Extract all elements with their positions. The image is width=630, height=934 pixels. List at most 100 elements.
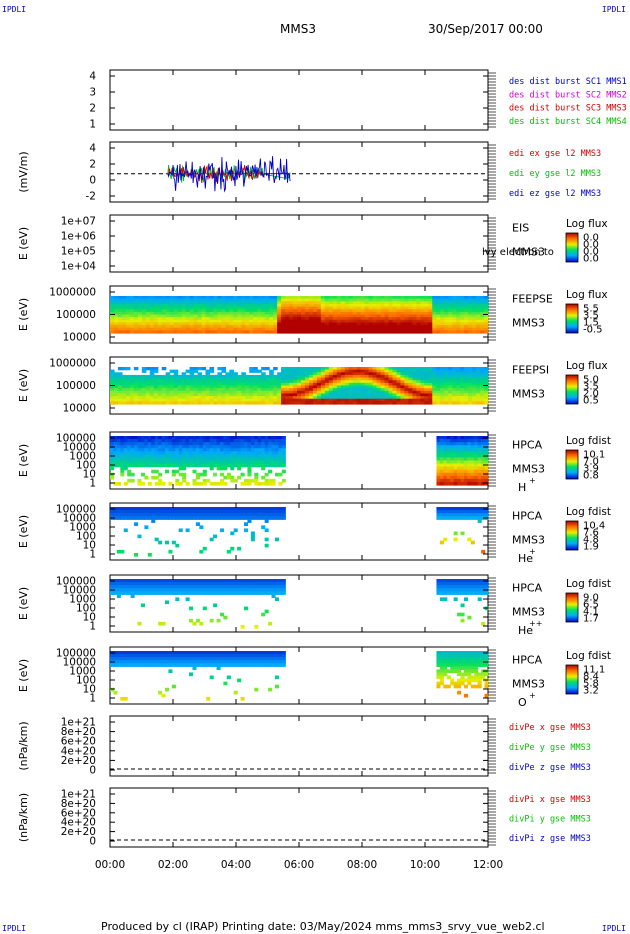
spectro-cell [376, 372, 382, 376]
spectro-cell [480, 385, 485, 389]
spectro-cell [161, 317, 167, 321]
spectro-cell [209, 380, 215, 384]
spectro-cell [450, 442, 455, 446]
spectro-cell [185, 651, 190, 655]
spectro-cell [439, 675, 444, 680]
spectro-cell [400, 303, 406, 308]
spectro-cell [344, 317, 350, 321]
instrument-label: FEEPSI [512, 364, 549, 377]
spectro-cell [348, 306, 354, 310]
spectro-cell [472, 367, 477, 371]
spectro-cell [412, 309, 417, 313]
spectro-cell [278, 472, 283, 477]
spectro-cell [432, 393, 437, 397]
spectro-cell [141, 303, 147, 308]
spectro-cell [472, 303, 477, 308]
spectro-cell [285, 385, 290, 389]
spectro-cell [185, 298, 191, 302]
spectro-cell [145, 330, 151, 334]
spectro-cell [439, 457, 444, 462]
spectro-cell [289, 377, 294, 381]
spectro-cell [153, 398, 159, 402]
spectro-cell [245, 374, 250, 379]
spectro-cell [457, 463, 462, 468]
spectro-cell [157, 393, 163, 397]
spectro-cell [249, 301, 254, 305]
spectro-cell [432, 369, 437, 373]
spectro-cell [356, 372, 362, 376]
spectro-cell [380, 396, 386, 400]
spectro-cell [185, 306, 191, 310]
spectro-cell [265, 314, 270, 318]
spectro-cell [392, 369, 398, 373]
spectro-cell [477, 582, 482, 586]
spectro-cell [412, 380, 417, 384]
spectro-cell [453, 454, 458, 459]
charge-label: + [529, 476, 536, 485]
spectro-cell [271, 442, 276, 446]
spectro-cell [332, 377, 338, 381]
spectro-cell [182, 475, 187, 480]
spectro-cell [265, 298, 270, 302]
spectro-cell [151, 451, 156, 455]
spectro-cell [484, 385, 489, 389]
spectro-cell [368, 390, 374, 395]
colorbar [565, 592, 579, 623]
ytick-label: 1e+06 [61, 231, 97, 243]
spectro-cell [168, 591, 173, 595]
spectro-cell [278, 513, 283, 517]
spectro-cell [277, 325, 282, 329]
spectro-cell [257, 382, 262, 387]
spectro-cell [424, 314, 429, 318]
spectro-cell [460, 311, 465, 316]
spectro-cell [247, 591, 252, 595]
spectro-cell [247, 457, 252, 462]
spectro-cell [368, 369, 374, 373]
spectro-cell [477, 591, 482, 595]
spectro-cell [446, 442, 451, 446]
spectro-cell [153, 380, 159, 384]
spectro-cell [281, 457, 286, 462]
spectro-cell [470, 591, 475, 595]
spectro-cell [324, 398, 330, 402]
spectro-cell [484, 582, 489, 586]
spectro-cell [253, 382, 258, 387]
spectro-cell [384, 298, 390, 302]
spectro-cell [360, 398, 366, 402]
spectro-cell [400, 369, 406, 373]
spectro-cell [308, 309, 314, 313]
spectro-cell [209, 325, 215, 329]
spectro-cell [408, 298, 413, 302]
spectro-cell [340, 369, 346, 373]
spectro-cell [468, 296, 473, 300]
spectro-cell [412, 396, 417, 400]
spectro-cell [285, 301, 290, 305]
spectro-cell [209, 296, 215, 300]
spectro-cell [134, 582, 139, 586]
spectro-cell [257, 651, 262, 655]
spectro-cell [312, 322, 318, 326]
spectro-cell [416, 374, 421, 379]
spectro-cell [448, 296, 453, 300]
spectro-cell [177, 377, 183, 381]
spectro-cell [269, 325, 274, 329]
spectro-cell [446, 675, 451, 680]
ytick-label: 1000000 [49, 287, 96, 299]
spectro-cell [460, 377, 465, 381]
spectro-cell [250, 663, 255, 667]
spectro-cell [396, 317, 402, 321]
spectro-cell [392, 385, 398, 389]
ytick-label: 1e+04 [61, 261, 97, 273]
spectro-cell [241, 325, 246, 329]
spectro-cell [144, 451, 149, 455]
spectro-cell [428, 325, 433, 329]
spectro-cell [273, 322, 278, 326]
spectro-cell [189, 380, 195, 384]
spectro-cell [154, 510, 159, 514]
spectro-cell [457, 513, 462, 517]
spectro-cell [297, 317, 302, 321]
spectro-cell [452, 327, 457, 331]
spectro-cell [408, 330, 413, 334]
spectro-cell [457, 460, 462, 465]
spectro-cell [254, 472, 259, 477]
